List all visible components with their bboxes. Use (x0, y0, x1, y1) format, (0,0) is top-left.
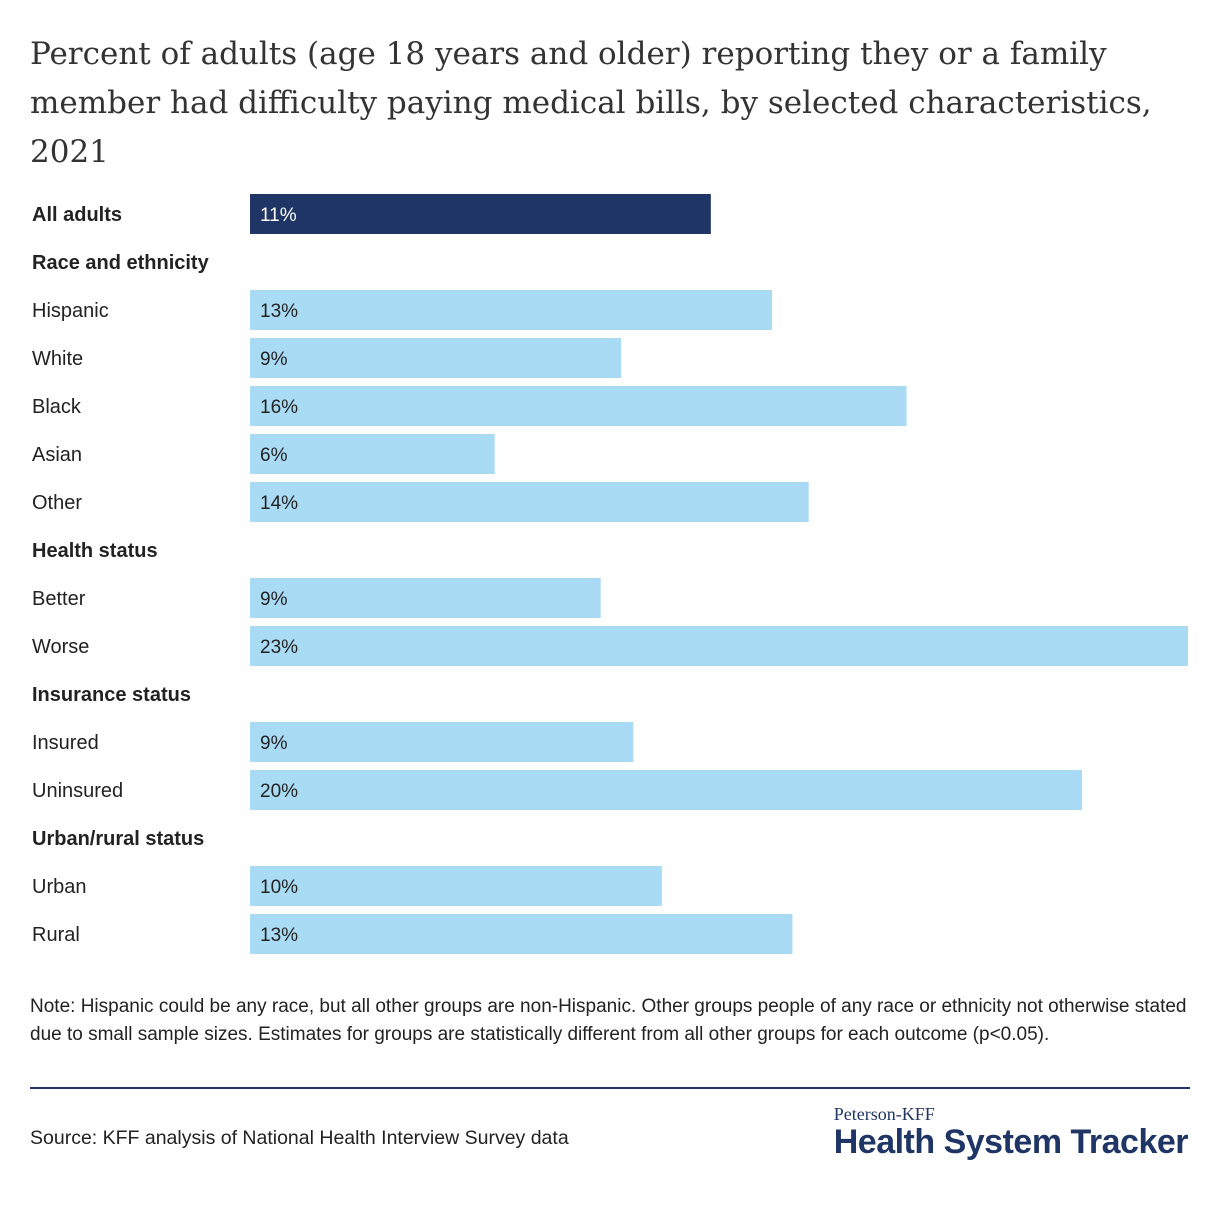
bar (250, 578, 601, 618)
category-label: All adults (32, 204, 122, 226)
category-label: Worse (32, 636, 89, 658)
group-heading: Insurance status (32, 684, 191, 706)
category-label: White (32, 348, 83, 370)
brand-logo-main: Health System Tracker (833, 1123, 1189, 1161)
data-label: 20% (260, 781, 298, 802)
bar (250, 194, 711, 234)
brand-logo-top: Peterson-KFF (833, 1104, 935, 1124)
data-label: 10% (260, 877, 298, 898)
group-heading: Health status (32, 540, 158, 562)
data-label: 23% (260, 637, 298, 658)
bar (250, 338, 622, 378)
bar (250, 722, 634, 762)
group-heading: Race and ethnicity (32, 252, 210, 274)
category-label: Other (32, 492, 82, 514)
category-label: Insured (32, 732, 99, 754)
category-label: Rural (32, 924, 80, 946)
bar (250, 434, 495, 474)
data-label: 11% (260, 205, 297, 226)
chart-note: Note: Hispanic could be any race, but al… (30, 996, 1187, 1045)
chart-title: Percent of adults (age 18 years and olde… (30, 36, 1152, 170)
category-label: Hispanic (32, 300, 109, 322)
group-heading: Urban/rural status (32, 828, 204, 850)
category-label: Better (32, 588, 86, 610)
bar (250, 914, 793, 954)
chart-source: Source: KFF analysis of National Health … (30, 1127, 569, 1149)
bar (250, 386, 907, 426)
category-label: Black (32, 396, 82, 418)
data-label: 9% (260, 733, 288, 754)
bar (250, 482, 809, 522)
data-label: 13% (260, 925, 298, 946)
bar-chart: All adults 11% Race and ethnicity Hispanic 1… (32, 194, 1188, 954)
brand-logo: Peterson-KFF Health System Tracker (833, 1104, 1189, 1162)
bar (250, 770, 1082, 810)
bar (250, 626, 1188, 666)
data-label: 9% (260, 349, 288, 370)
data-label: 13% (260, 301, 298, 322)
bar (250, 290, 773, 330)
bar (250, 866, 662, 906)
footer-divider (30, 1087, 1190, 1089)
data-label: 14% (260, 493, 298, 514)
category-label: Urban (32, 876, 86, 898)
data-label: 16% (260, 397, 298, 418)
data-label: 6% (260, 445, 288, 466)
data-label: 9% (260, 589, 288, 610)
category-label: Asian (32, 444, 82, 466)
category-label: Uninsured (32, 780, 123, 802)
